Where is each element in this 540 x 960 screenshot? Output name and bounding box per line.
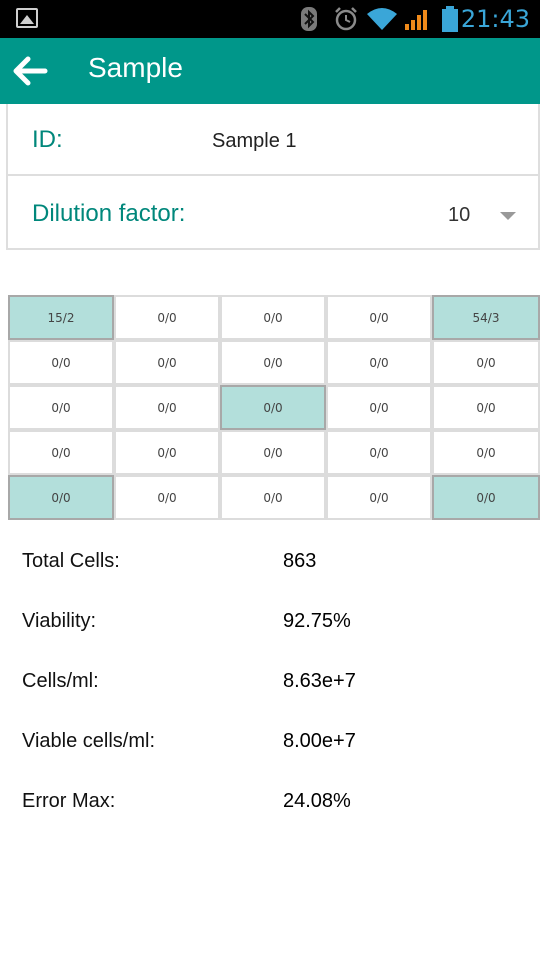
grid-cell-1-3[interactable]: 0/0 xyxy=(326,340,432,385)
count-grid: 15/2 0/0 0/0 0/0 54/3 0/0 0/0 0/0 0/0 0/0 0/0 0/0 0/… xyxy=(8,295,540,520)
grid-cell-0-2[interactable]: 0/0 xyxy=(220,295,326,340)
grid-cell-2-4[interactable]: 0/0 xyxy=(432,385,540,430)
stat-row: Viable cells/ml: 8.00e+7 xyxy=(0,720,540,760)
id-label: ID: xyxy=(32,126,63,153)
stat-value: 8.00e+7 xyxy=(283,730,356,752)
grid-cell-1-0[interactable]: 0/0 xyxy=(8,340,114,385)
stat-label: Viable cells/ml: xyxy=(22,730,156,752)
grid-cell-0-3[interactable]: 0/0 xyxy=(326,295,432,340)
grid-cell-3-0[interactable]: 0/0 xyxy=(8,430,114,475)
id-row[interactable]: ID: Sample 1 xyxy=(8,104,540,176)
stat-label: Total Cells: xyxy=(22,550,120,572)
stat-label: Cells/ml: xyxy=(22,670,99,692)
wifi-icon xyxy=(367,8,397,30)
stat-row: Cells/ml: 8.63e+7 xyxy=(0,660,540,700)
dilution-label: Dilution factor: xyxy=(32,200,186,227)
alarm-icon xyxy=(335,7,357,31)
status-time: 21:43 xyxy=(460,5,530,33)
bluetooth-icon xyxy=(301,7,317,31)
grid-cell-4-4[interactable]: 0/0 xyxy=(432,475,540,520)
grid-cell-3-2[interactable]: 0/0 xyxy=(220,430,326,475)
sample-form: ID: Sample 1 Dilution factor: 10 xyxy=(6,104,540,250)
signal-icon xyxy=(405,10,427,30)
grid-cell-1-4[interactable]: 0/0 xyxy=(432,340,540,385)
grid-cell-3-4[interactable]: 0/0 xyxy=(432,430,540,475)
stat-value: 863 xyxy=(283,550,317,572)
grid-cell-0-0[interactable]: 15/2 xyxy=(8,295,114,340)
grid-cell-0-1[interactable]: 0/0 xyxy=(114,295,220,340)
grid-cell-2-0[interactable]: 0/0 xyxy=(8,385,114,430)
stat-row: Viability: 92.75% xyxy=(0,600,540,640)
grid-cell-2-1[interactable]: 0/0 xyxy=(114,385,220,430)
grid-cell-3-1[interactable]: 0/0 xyxy=(114,430,220,475)
gallery-icon xyxy=(16,8,38,28)
battery-icon xyxy=(442,6,458,32)
stat-value: 92.75% xyxy=(283,610,351,632)
grid-cell-4-0[interactable]: 0/0 xyxy=(8,475,114,520)
grid-cell-4-1[interactable]: 0/0 xyxy=(114,475,220,520)
grid-cell-3-3[interactable]: 0/0 xyxy=(326,430,432,475)
page-title: Sample xyxy=(88,52,183,83)
stat-label: Viability: xyxy=(22,610,97,632)
app-bar: Sample xyxy=(0,38,540,104)
grid-cell-2-3[interactable]: 0/0 xyxy=(326,385,432,430)
dropdown-arrow-icon[interactable] xyxy=(500,212,516,220)
grid-cell-4-2[interactable]: 0/0 xyxy=(220,475,326,520)
status-bar: 21:43 xyxy=(0,0,540,38)
stat-value: 8.63e+7 xyxy=(283,670,356,692)
arrow-back-icon[interactable] xyxy=(12,56,48,86)
grid-cell-0-4[interactable]: 54/3 xyxy=(432,295,540,340)
stat-value: 24.08% xyxy=(283,790,351,812)
stat-label: Error Max: xyxy=(22,790,116,812)
id-field[interactable]: Sample 1 xyxy=(212,130,297,152)
grid-cell-4-3[interactable]: 0/0 xyxy=(326,475,432,520)
dilution-row[interactable]: Dilution factor: 10 xyxy=(8,178,540,250)
stat-row: Error Max: 24.08% xyxy=(0,780,540,820)
grid-cell-1-2[interactable]: 0/0 xyxy=(220,340,326,385)
stat-row: Total Cells: 863 xyxy=(0,540,540,580)
grid-cell-2-2[interactable]: 0/0 xyxy=(220,385,326,430)
dilution-select[interactable]: 10 xyxy=(448,204,471,226)
grid-cell-1-1[interactable]: 0/0 xyxy=(114,340,220,385)
